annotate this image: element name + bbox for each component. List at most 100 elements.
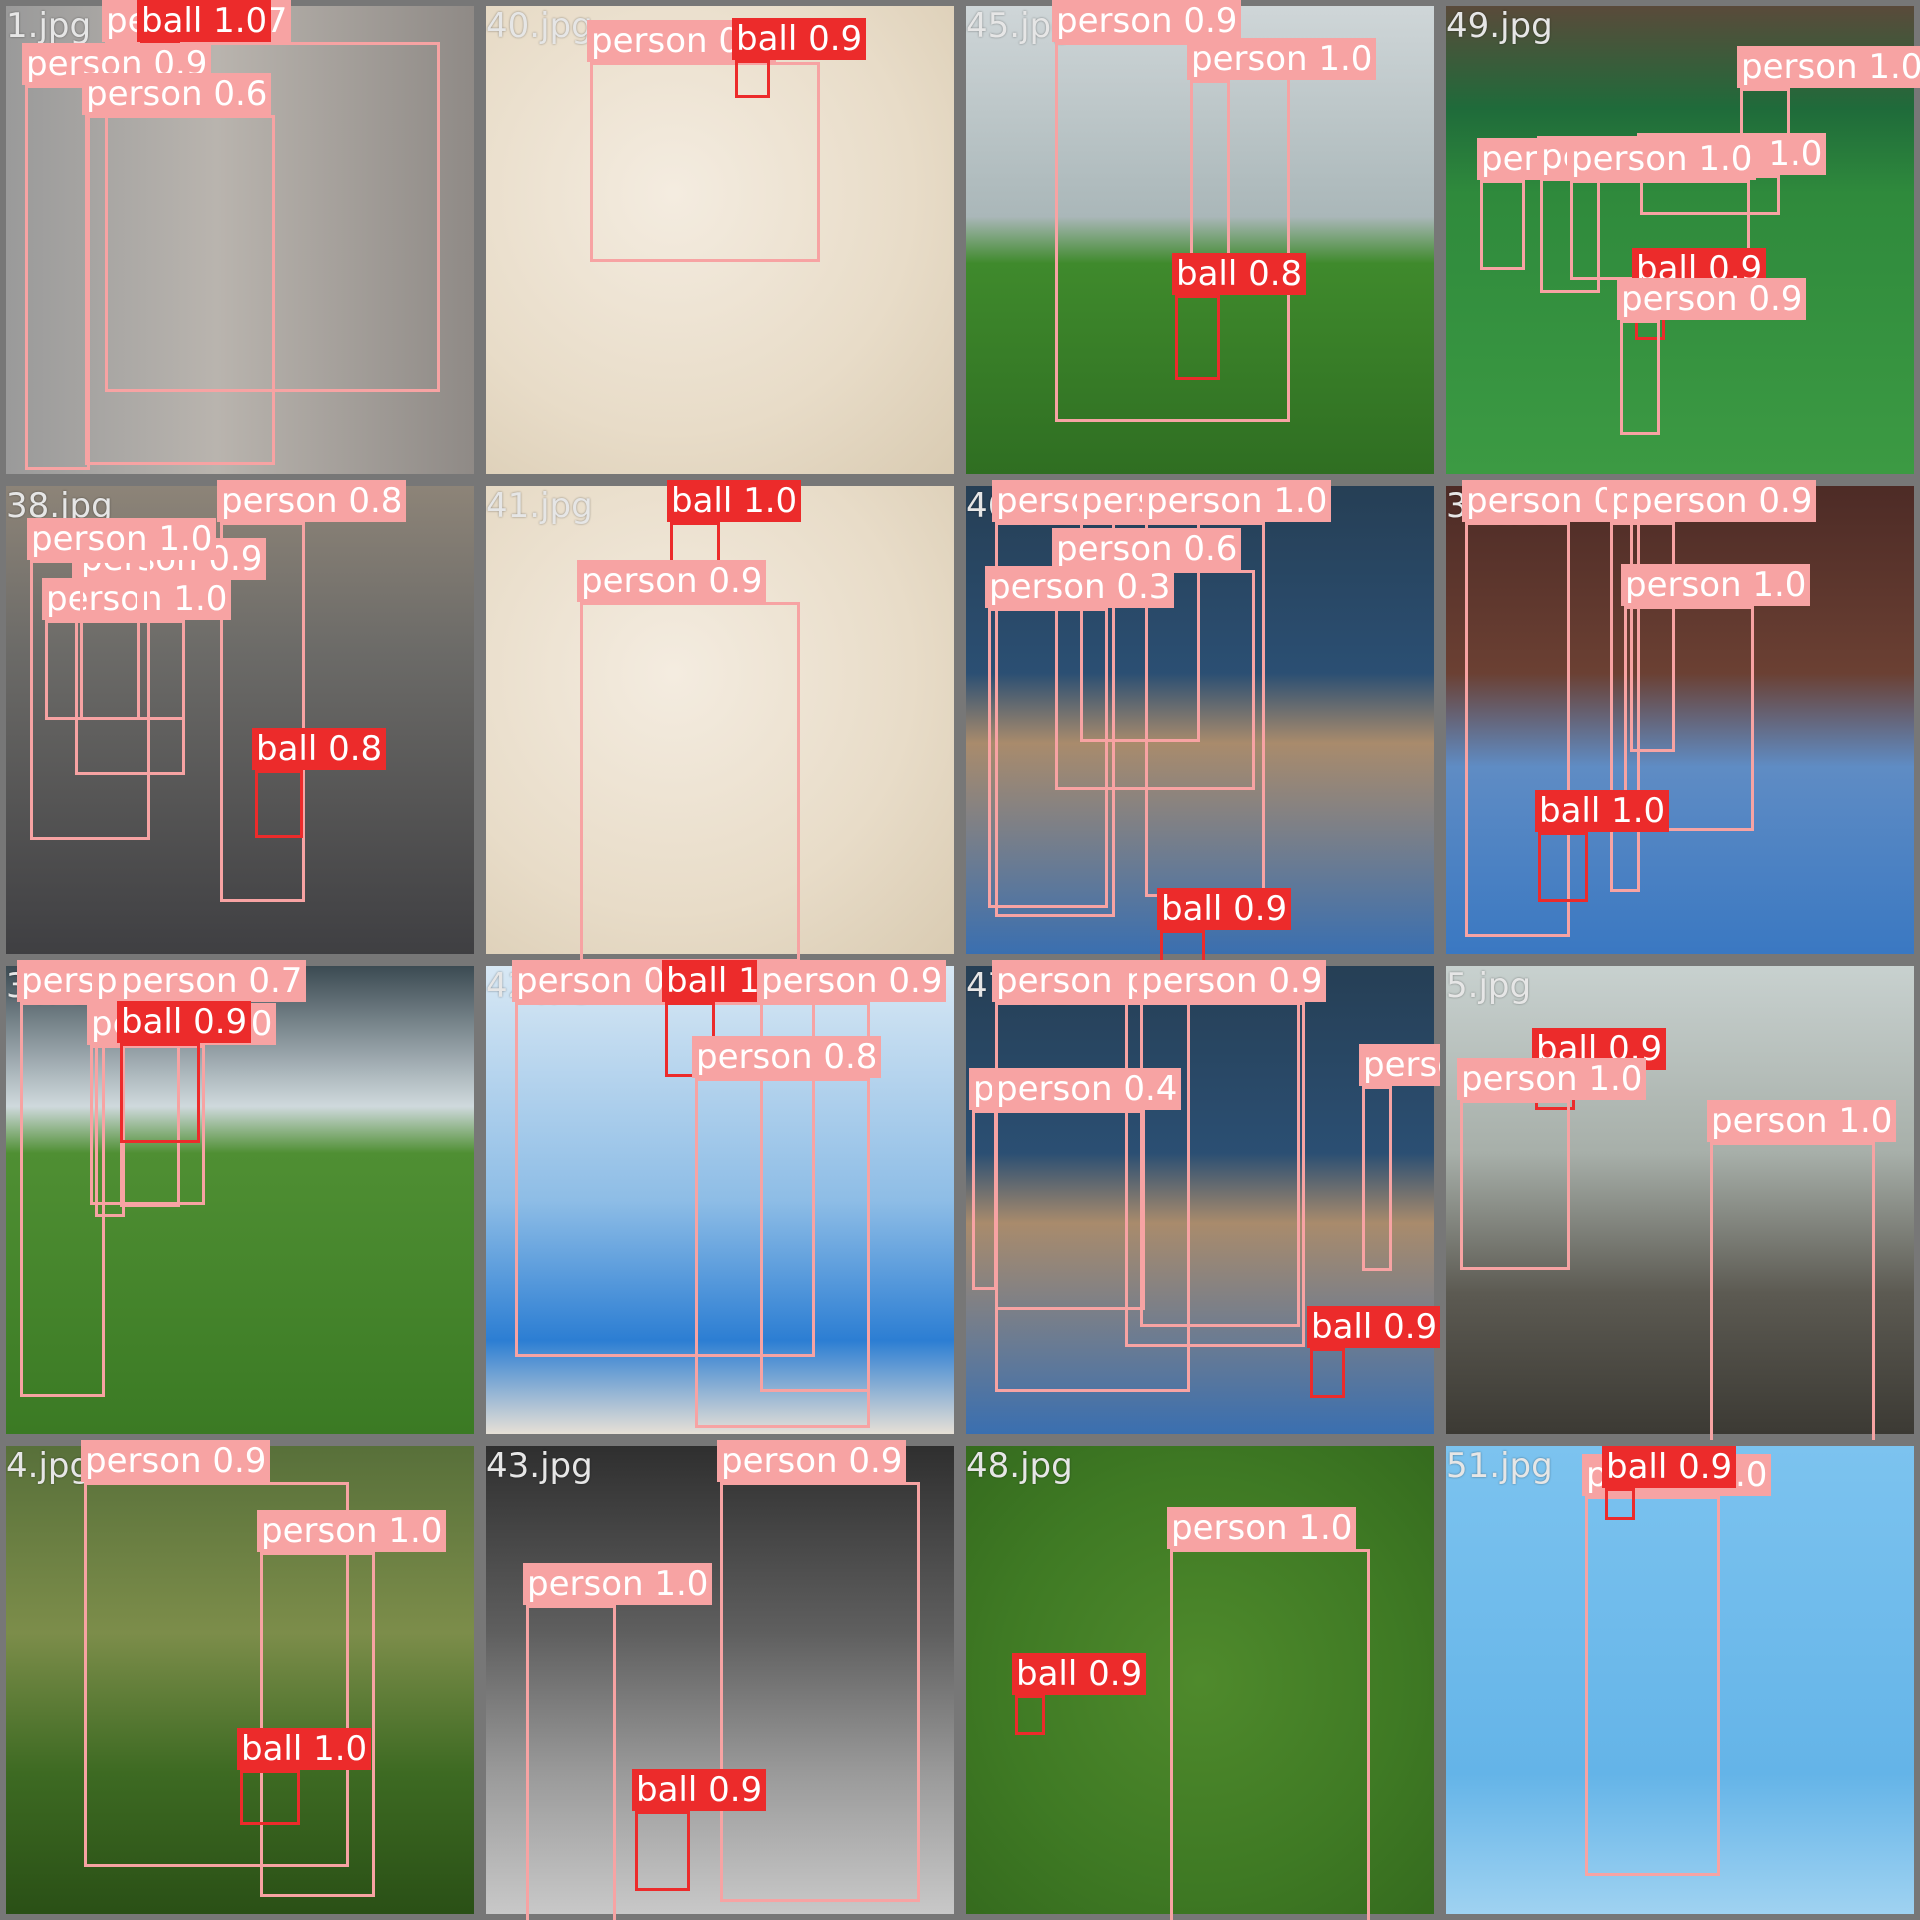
detection-label: ball 0.9 bbox=[1157, 888, 1292, 930]
person-detection: person 1.0 bbox=[1477, 138, 1667, 270]
ball-detection: ball 0.9 bbox=[632, 1769, 767, 1891]
bounding-box bbox=[1310, 1348, 1345, 1398]
sky-court-photo bbox=[1446, 1446, 1914, 1914]
image-tile: 45.jpg person 0.9 person 1.0 ball 0.8 bbox=[960, 0, 1440, 480]
detection-label: ball 0.9 bbox=[1602, 1446, 1737, 1488]
bounding-box bbox=[1585, 1496, 1720, 1876]
person-detection: person 0.9 bbox=[717, 1440, 920, 1902]
file-name: 51.jpg bbox=[1446, 1446, 1553, 1486]
person-detection: person 1.0 bbox=[1707, 1100, 1897, 1440]
detection-label: person 0.9 bbox=[577, 560, 767, 602]
person-detection: person 1.0 bbox=[1621, 564, 1811, 831]
ball-detection: ball 0.9 bbox=[117, 1001, 252, 1143]
bounding-box bbox=[526, 1605, 616, 1920]
bounding-box bbox=[720, 1482, 920, 1902]
bounding-box bbox=[20, 1002, 105, 1397]
person-detection: person 0.9 bbox=[587, 20, 820, 262]
bounding-box bbox=[30, 560, 150, 840]
image-tile: 41.jpg ball 1.0 person 0.9 bbox=[480, 480, 960, 960]
detection-label: ball 1.0 bbox=[237, 1728, 372, 1770]
bounding-box bbox=[25, 85, 90, 470]
bounding-box bbox=[1175, 295, 1220, 380]
bounding-box bbox=[1630, 522, 1675, 752]
person-detection: person 0.9 bbox=[22, 43, 212, 470]
detection-label: person 1.0 bbox=[1621, 564, 1811, 606]
person-detection: person 0.5 bbox=[1359, 1044, 1440, 1271]
detection-label: person 0.9 bbox=[1617, 278, 1807, 320]
bounding-box bbox=[1190, 80, 1230, 280]
ball-detection: ball 1.0 bbox=[237, 1728, 372, 1825]
bounding-box bbox=[1605, 1488, 1635, 1520]
person-detection: person 0.4 bbox=[969, 1068, 1159, 1290]
person-detection: person 1.0 bbox=[1187, 38, 1377, 280]
person-detection: person 1.0 bbox=[27, 518, 217, 840]
detection-label: person 0.3 bbox=[985, 566, 1175, 608]
detection-label: ball 0.8 bbox=[1172, 253, 1307, 295]
detection-label: person 0.9 bbox=[757, 960, 947, 1002]
bounding-box bbox=[85, 115, 275, 465]
file-name: 1.jpg bbox=[6, 6, 92, 46]
person-detection: person 1.0 bbox=[257, 1510, 447, 1897]
ball-detection: ball 0.9 bbox=[732, 18, 867, 98]
sand-photo bbox=[486, 6, 954, 474]
person-detection: person 0.9 bbox=[1627, 480, 1817, 752]
file-name: 49.jpg bbox=[1446, 6, 1553, 46]
bounding-box bbox=[120, 1043, 200, 1143]
detection-label: ball 0.8 bbox=[252, 728, 387, 770]
detection-label: person 0.9 bbox=[81, 1440, 271, 1482]
person-detection: person 0.8 bbox=[217, 480, 407, 902]
bounding-box bbox=[84, 1482, 349, 1867]
bounding-box bbox=[260, 1552, 375, 1897]
detection-label: person 1.0 bbox=[1567, 138, 1757, 180]
bounding-box bbox=[735, 60, 770, 98]
bounding-box bbox=[695, 1078, 870, 1428]
person-detection: person 1.0 bbox=[1457, 1058, 1647, 1270]
detection-label: person 1.0 bbox=[1167, 1507, 1357, 1549]
bounding-box bbox=[972, 1110, 997, 1290]
bounding-box bbox=[90, 1045, 205, 1205]
image-tile: 48.jpg person 1.0 ball 0.9 bbox=[960, 1440, 1440, 1920]
detection-label: person 0.9 bbox=[717, 1440, 907, 1482]
bounding-box bbox=[1015, 1695, 1045, 1735]
person-detection: person 0.3 bbox=[985, 566, 1175, 908]
ball-detection: ball 0.8 bbox=[252, 728, 387, 838]
detection-label: person 0.6 bbox=[82, 73, 272, 115]
bounding-box bbox=[1624, 606, 1754, 831]
person-detection: person 0.6 bbox=[1052, 528, 1255, 790]
detection-label: person 0.8 bbox=[217, 480, 407, 522]
person-detection: person 0.6 bbox=[82, 73, 275, 465]
bounding-box bbox=[1620, 320, 1660, 435]
detection-label: person 0.5 bbox=[1359, 1044, 1440, 1086]
detection-label: ball 0.9 bbox=[732, 18, 867, 60]
bounding-box bbox=[220, 522, 305, 902]
detection-label: ball 1.0 bbox=[667, 480, 802, 522]
detection-label: ball 1.0 bbox=[1535, 790, 1670, 832]
ball-detection: ball 0.9 bbox=[1157, 888, 1292, 960]
detection-label: person 0.7 bbox=[117, 960, 307, 1002]
detection-label: ball 0.9 bbox=[117, 1001, 252, 1043]
detection-label: person 0.4 bbox=[992, 1068, 1182, 1110]
ball-detection: ball 0.9 bbox=[1012, 1653, 1147, 1735]
detection-label: person 1.0 bbox=[42, 578, 232, 620]
detection-label: person 1.0 bbox=[27, 518, 217, 560]
person-detection: person 0.7 bbox=[117, 960, 307, 1207]
detection-label: person 1.0 bbox=[1737, 46, 1920, 88]
bounding-box bbox=[1610, 522, 1640, 892]
detection-label: person 0.8 bbox=[692, 1036, 882, 1078]
bounding-box bbox=[590, 62, 820, 262]
grass-goal-photo bbox=[966, 6, 1434, 474]
person-detection: person 1.0 bbox=[1582, 1454, 1772, 1876]
file-name: 43.jpg bbox=[486, 1446, 593, 1486]
bounding-box bbox=[240, 1770, 300, 1825]
detection-label: person 0.9 bbox=[1052, 0, 1242, 42]
person-detection: person 1.0 bbox=[1142, 480, 1332, 897]
